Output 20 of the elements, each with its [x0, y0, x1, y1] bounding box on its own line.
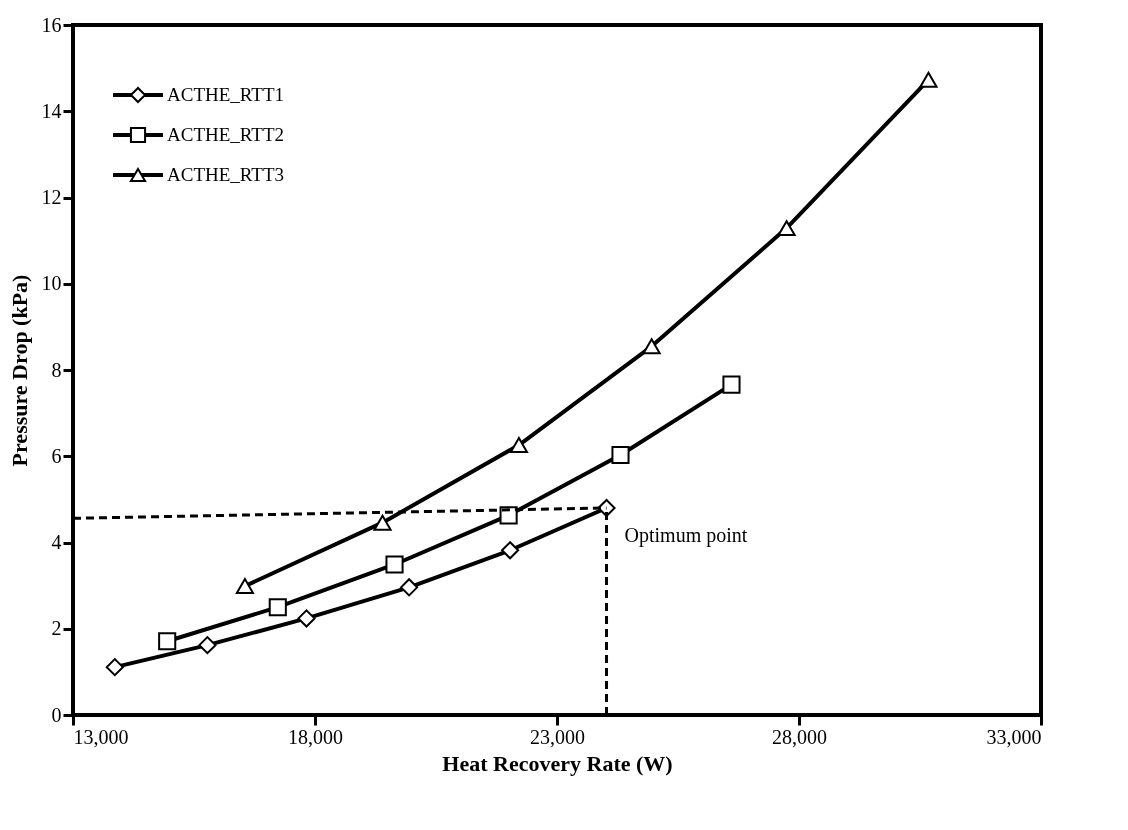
y-tick-label: 0 — [51, 703, 62, 726]
x-tick-label: 28,000 — [772, 725, 827, 748]
y-tick-label: 16 — [41, 13, 62, 36]
y-tick-label: 2 — [51, 617, 62, 640]
y-tick-label: 8 — [51, 358, 62, 381]
y-tick-label: 14 — [41, 99, 62, 122]
annotation: Optimum point — [624, 524, 748, 547]
x-axis-title: Heat Recovery Rate (W) — [442, 750, 673, 776]
x-tick-label: 13,000 — [73, 725, 129, 748]
y-tick-label: 10 — [41, 272, 62, 295]
y-tick-label: 12 — [41, 186, 62, 208]
y-tick-label: 4 — [51, 531, 62, 553]
legend-label: ACTHE_RTT3 — [167, 164, 285, 185]
legend-label: ACTHE_RTT2 — [167, 124, 285, 145]
x-tick-label: 23,000 — [530, 725, 585, 748]
x-tick-label: 18,000 — [288, 725, 343, 748]
y-axis-title: Pressure Drop (kPa) — [6, 274, 32, 467]
x-tick-label: 33,000 — [986, 725, 1042, 748]
legend-label: ACTHE_RTT1 — [167, 84, 285, 105]
y-tick-label: 6 — [51, 444, 62, 467]
